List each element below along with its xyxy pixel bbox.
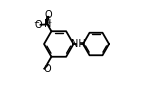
Text: O: O [45, 10, 52, 20]
Text: N: N [44, 19, 51, 29]
Text: NH: NH [71, 39, 86, 49]
Text: O: O [34, 20, 42, 30]
Text: −: − [34, 20, 39, 26]
Text: O: O [44, 64, 51, 74]
Text: +: + [47, 20, 52, 25]
